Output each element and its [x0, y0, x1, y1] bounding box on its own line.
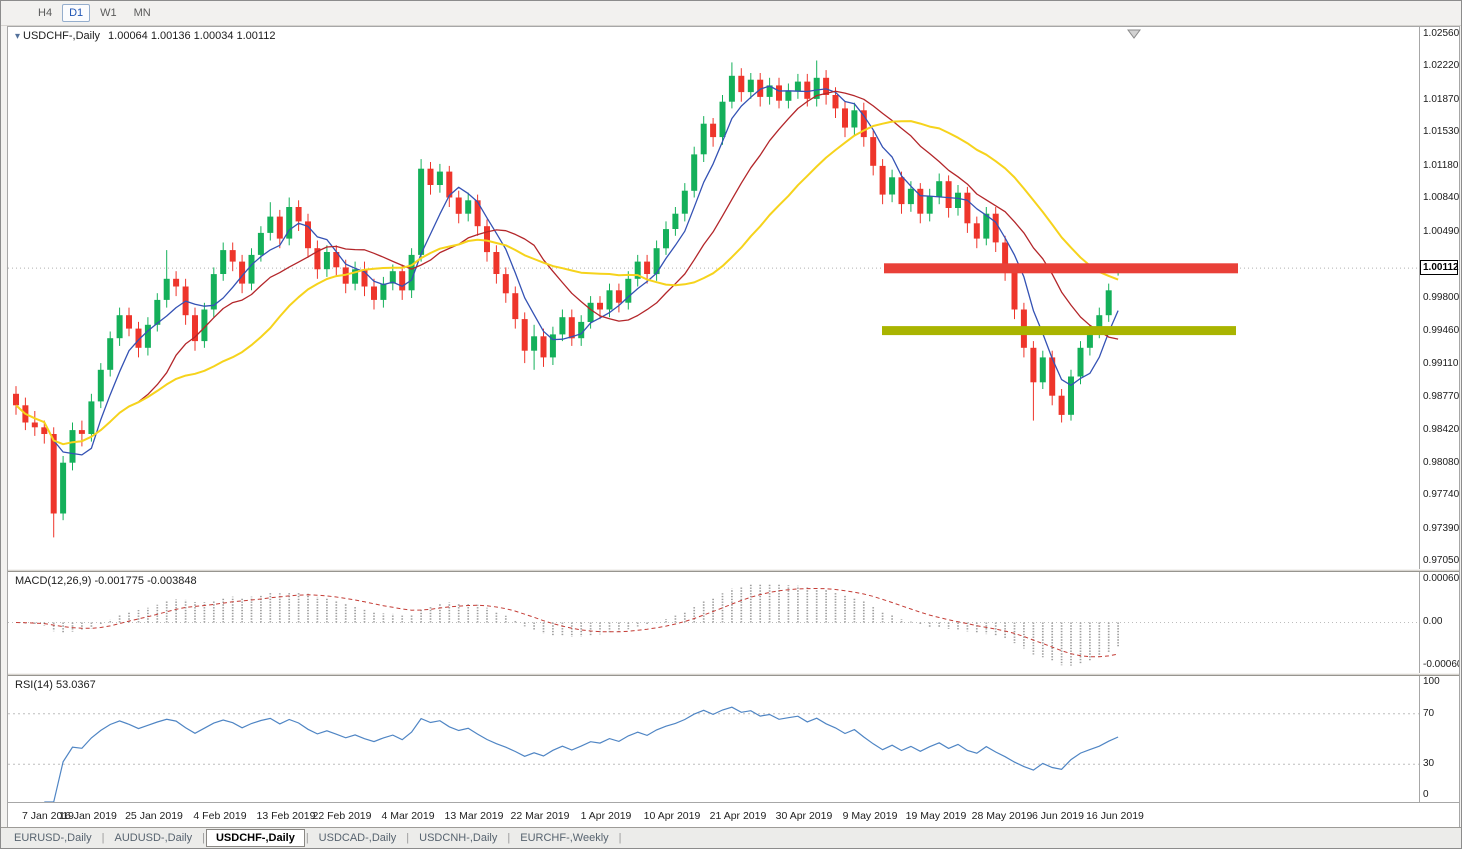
price-axis-label: 0.98770: [1423, 391, 1459, 402]
date-axis-label: 10 Apr 2019: [643, 810, 701, 822]
price-axis-label: 0.99800: [1423, 292, 1459, 303]
date-axis-label: 28 May 2019: [971, 810, 1033, 822]
chart-title: ▾ USDCHF-,Daily 1.00064 1.00136 1.00034 1.…: [15, 30, 275, 42]
tab-separator: |: [406, 832, 410, 844]
date-axis-label: 16 Jun 2019: [1086, 810, 1144, 822]
price-axis-label: 1.02560: [1423, 28, 1459, 39]
date-axis-label: 4 Mar 2019: [381, 810, 435, 822]
rsi-axis[interactable]: 100 70 30 0: [1419, 676, 1459, 802]
timeframe-button-d1[interactable]: D1: [62, 4, 91, 22]
chart-tab-usdchf[interactable]: USDCHF-,Daily: [205, 829, 305, 847]
chart-ohlc-values: 1.00064 1.00136 1.00034 1.00112: [108, 30, 276, 42]
tab-separator: |: [101, 832, 105, 844]
support-zone: [882, 326, 1236, 336]
price-axis-label: 0.97740: [1423, 489, 1459, 500]
date-axis-label: 16 Jan 2019: [59, 810, 117, 822]
macd-panel[interactable]: MACD(12,26,9) -0.001775 -0.003848: [8, 572, 1419, 673]
chart-tab-eurchf[interactable]: EURCHF-,Weekly: [520, 832, 609, 844]
date-axis-label: 13 Mar 2019: [444, 810, 504, 822]
timeframe-button-mn[interactable]: MN: [133, 7, 151, 19]
panel-divider[interactable]: [8, 569, 1459, 572]
date-axis-label: 30 Apr 2019: [775, 810, 833, 822]
timeframe-button-w1[interactable]: W1: [100, 7, 117, 19]
macd-axis-label: 0.0006058: [1423, 573, 1459, 584]
date-axis-label: 21 Apr 2019: [709, 810, 767, 822]
price-axis[interactable]: 1.02560 1.02220 1.01870 1.01530 1.01180 1.008…: [1419, 27, 1459, 569]
macd-label: MACD(12,26,9) -0.001775 -0.003848: [15, 575, 197, 587]
price-axis-label: 0.97050: [1423, 555, 1459, 566]
rsi-axis-label: 100: [1423, 676, 1440, 687]
macd-axis-label: 0.00: [1423, 616, 1443, 627]
rsi-panel[interactable]: RSI(14) 53.0367: [8, 676, 1419, 802]
price-axis-label: 0.98420: [1423, 424, 1459, 435]
macd-histogram: [24, 583, 1119, 666]
current-price-tag: 1.00112: [1420, 260, 1459, 275]
rsi-axis-label: 30: [1423, 758, 1435, 769]
date-axis[interactable]: 7 Jan 2019 16 Jan 2019 25 Jan 2019 4 Feb 20…: [8, 802, 1459, 830]
date-axis-label: 9 May 2019: [842, 810, 898, 822]
date-axis-label: 7 Jan 2019: [22, 810, 74, 822]
rsi-axis-label: 0: [1423, 789, 1429, 800]
timeframe-button-h4[interactable]: H4: [38, 7, 53, 19]
chart-frame: ▾ USDCHF-,Daily 1.00064 1.00136 1.00034 1.…: [7, 26, 1460, 830]
candles-layer: [13, 60, 1122, 538]
tab-separator: |: [618, 832, 622, 844]
chart-symbol-label: USDCHF-,Daily: [23, 30, 101, 42]
chart-tab-audusd[interactable]: AUDUSD-,Daily: [114, 832, 193, 844]
date-axis-label: 13 Feb 2019: [256, 810, 316, 822]
price-axis-label: 1.01180: [1423, 160, 1459, 171]
rsi-line: [44, 706, 1119, 802]
price-axis-label: 1.01870: [1423, 94, 1459, 105]
price-axis-label: 0.99460: [1423, 325, 1459, 336]
date-axis-label: 25 Jan 2019: [125, 810, 183, 822]
chart-tabs: EURUSD-,Daily | AUDUSD-,Daily | USDCHF-,Dail…: [1, 827, 1461, 848]
macd-chart[interactable]: [8, 572, 1419, 673]
date-axis-label: 22 Mar 2019: [510, 810, 570, 822]
resistance-zone: [884, 263, 1238, 274]
panel-divider[interactable]: [8, 673, 1459, 676]
price-axis-label: 0.99110: [1423, 358, 1459, 369]
tab-separator: |: [507, 832, 511, 844]
timeframe-toolbar: H4 D1 W1 MN: [1, 1, 1461, 26]
price-axis-label: 0.97390: [1423, 523, 1459, 534]
rsi-label: RSI(14) 53.0367: [15, 679, 96, 691]
date-axis-label: 19 May 2019: [905, 810, 967, 822]
chart-shift-marker-icon: [1127, 29, 1141, 39]
moving-averages-layer: [15, 85, 1119, 456]
candlestick-chart[interactable]: [8, 27, 1419, 569]
price-levels-layer: [882, 263, 1238, 336]
rsi-axis-label: 70: [1423, 708, 1435, 719]
tab-separator: |: [202, 832, 205, 844]
chart-tab-eurusd[interactable]: EURUSD-,Daily: [14, 832, 92, 844]
rsi-chart[interactable]: [8, 676, 1419, 802]
macd-axis[interactable]: 0.0006058 0.00 -0.0006096: [1419, 572, 1459, 673]
tab-separator: |: [305, 832, 309, 844]
chevron-down-icon[interactable]: ▾: [15, 31, 21, 42]
price-axis-label: 1.00840: [1423, 192, 1459, 203]
chart-tab-usdcnh[interactable]: USDCNH-,Daily: [419, 832, 498, 844]
price-axis-label: 1.00490: [1423, 226, 1459, 237]
main-chart-panel[interactable]: ▾ USDCHF-,Daily 1.00064 1.00136 1.00034 1.…: [8, 27, 1419, 569]
date-axis-label: 22 Feb 2019: [312, 810, 372, 822]
price-axis-label: 1.01530: [1423, 126, 1459, 137]
price-axis-label: 0.98080: [1423, 457, 1459, 468]
date-axis-label: 1 Apr 2019: [580, 810, 632, 822]
price-axis-label: 1.02220: [1423, 60, 1459, 71]
date-axis-label: 4 Feb 2019: [193, 810, 247, 822]
date-axis-label: 6 Jun 2019: [1032, 810, 1084, 822]
macd-axis-label: -0.0006096: [1423, 659, 1459, 670]
chart-tab-usdcad[interactable]: USDCAD-,Daily: [318, 832, 397, 844]
